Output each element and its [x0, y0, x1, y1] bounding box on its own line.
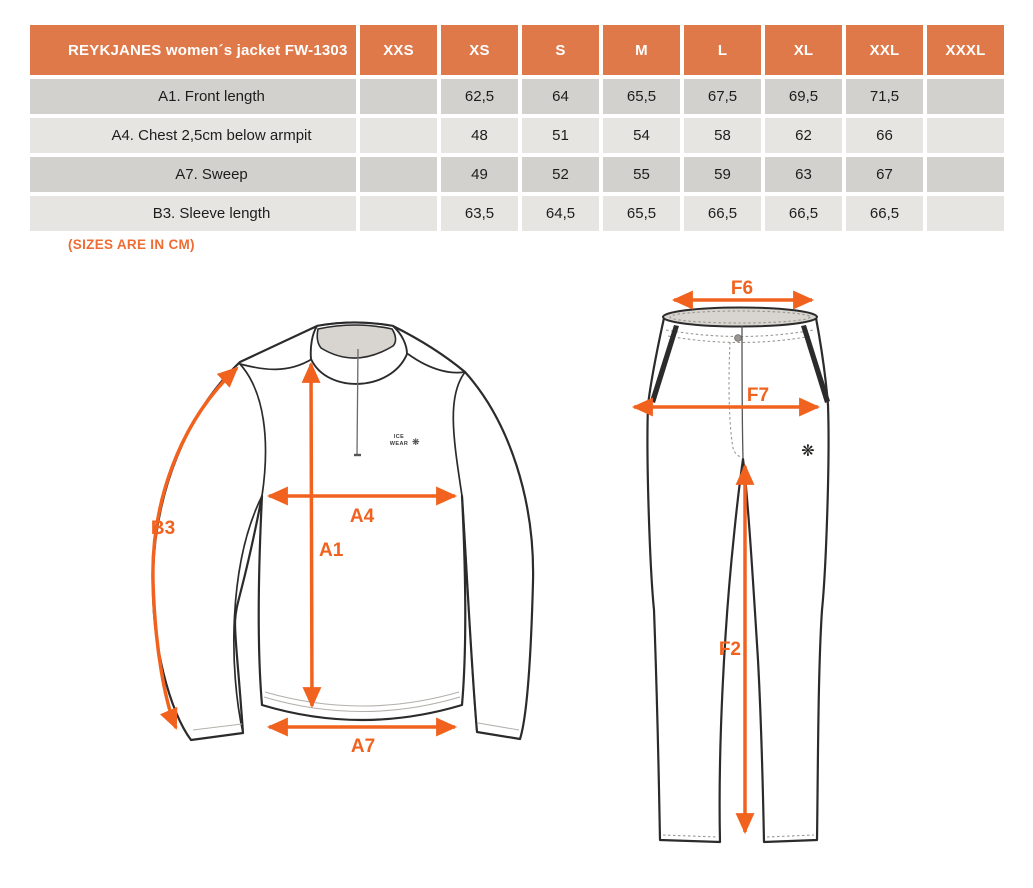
pants-fly-seam [741, 325, 744, 459]
size-cell [927, 79, 1004, 114]
pants-diagram: ❋ F6 F7 F2 [631, 278, 830, 844]
size-col-xxs: XXS [360, 25, 437, 75]
size-cell: 67,5 [684, 79, 761, 114]
size-cell: 54 [603, 118, 680, 153]
size-cell: 62 [765, 118, 842, 153]
size-cell [360, 196, 437, 231]
size-cell [927, 196, 1004, 231]
size-cell: 66 [846, 118, 923, 153]
table-row-front-length: A1. Front length 62,5 64 65,5 67,5 69,5 … [30, 79, 1004, 114]
jacket-zipper-line [356, 348, 359, 456]
jacket-diagram: ICE WEAR ❋ B3 A4 A1 A7 [151, 321, 535, 757]
jacket-hem-stitch [263, 696, 461, 712]
pants-fly-stitch [728, 341, 742, 458]
size-cell: 64 [522, 79, 599, 114]
brand-logo-line1: ICE [394, 434, 404, 440]
size-col-l: L [684, 25, 761, 75]
size-col-s: S [522, 25, 599, 75]
size-cell: 67 [846, 157, 923, 192]
size-col-xxl: XXL [846, 25, 923, 75]
size-cell: 71,5 [846, 79, 923, 114]
f6-measure-label: F6 [731, 278, 753, 299]
size-col-xs: XS [441, 25, 518, 75]
size-cell: 59 [684, 157, 761, 192]
jacket-outline [151, 321, 535, 742]
pants-waist-seam-stitch [665, 329, 815, 338]
jacket-right-cuff-stitch [477, 722, 520, 731]
size-cell [360, 79, 437, 114]
a1-front-length-arrow [301, 361, 322, 709]
f7-measure-label: F7 [747, 385, 769, 406]
pants-waistband-top [662, 306, 818, 328]
jacket-left-raglan-seam [239, 363, 267, 497]
size-cell: 52 [522, 157, 599, 192]
size-cell [927, 157, 1004, 192]
pants-left-pocket [650, 325, 679, 403]
size-cell: 55 [603, 157, 680, 192]
f2-measure-label: F2 [719, 639, 741, 660]
size-cell: 64,5 [522, 196, 599, 231]
product-title: REYKJANES women´s jacket FW-1303 [30, 25, 356, 75]
size-cell: 49 [441, 157, 518, 192]
jacket-right-raglan-seam [452, 371, 466, 497]
size-cell: 63 [765, 157, 842, 192]
size-cell: 65,5 [603, 79, 680, 114]
jacket-right-shoulder-seam [407, 353, 466, 374]
pants-left-hem-stitch [662, 834, 718, 838]
pants-button [734, 334, 742, 342]
sizes-unit-note: (SIZES ARE IN CM) [68, 237, 195, 252]
size-cell: 66,5 [684, 196, 761, 231]
size-col-m: M [603, 25, 680, 75]
size-cell: 63,5 [441, 196, 518, 231]
a7-measure-label: A7 [351, 736, 375, 757]
row-label: B3. Sleeve length [30, 196, 356, 231]
brand-logo-line2: WEAR [390, 441, 408, 447]
jacket-collar-inside [316, 324, 397, 359]
size-cell: 65,5 [603, 196, 680, 231]
size-table-header-row: REYKJANES women´s jacket FW-1303 XXS XS … [30, 25, 1004, 75]
row-label: A7. Sweep [30, 157, 356, 192]
size-cell: 66,5 [765, 196, 842, 231]
size-cell: 62,5 [441, 79, 518, 114]
pants-right-pocket [801, 325, 830, 403]
a4-measure-label: A4 [350, 506, 375, 527]
row-label: A4. Chest 2,5cm below armpit [30, 118, 356, 153]
row-label: A1. Front length [30, 79, 356, 114]
size-cell: 58 [684, 118, 761, 153]
table-row-sweep: A7. Sweep 49 52 55 59 63 67 [30, 157, 1004, 192]
a1-measure-label: A1 [319, 540, 344, 561]
jacket-right-sleeve-inner-seam [461, 495, 478, 733]
size-cell: 51 [522, 118, 599, 153]
pants-snowflake-icon: ❋ [801, 441, 814, 460]
size-cell [360, 118, 437, 153]
size-col-xl: XL [765, 25, 842, 75]
b3-sleeve-arrow [151, 366, 239, 730]
b3-measure-label: B3 [151, 518, 175, 539]
size-cell [927, 118, 1004, 153]
size-cell [360, 157, 437, 192]
pants-waistband-stitch [669, 310, 811, 324]
brand-snowflake-icon: ❋ [412, 438, 420, 448]
size-cell: 69,5 [765, 79, 842, 114]
size-col-xxxl: XXXL [927, 25, 1004, 75]
table-row-chest: A4. Chest 2,5cm below armpit 48 51 54 58… [30, 118, 1004, 153]
pants-outline [646, 308, 830, 844]
size-table: REYKJANES women´s jacket FW-1303 XXS XS … [26, 21, 1008, 235]
size-cell: 66,5 [846, 196, 923, 231]
jacket-hem-stitch-2 [264, 691, 460, 707]
table-row-sleeve-length: B3. Sleeve length 63,5 64,5 65,5 66,5 66… [30, 196, 1004, 231]
pants-waist-seam-stitch-2 [667, 335, 813, 344]
size-cell: 48 [441, 118, 518, 153]
